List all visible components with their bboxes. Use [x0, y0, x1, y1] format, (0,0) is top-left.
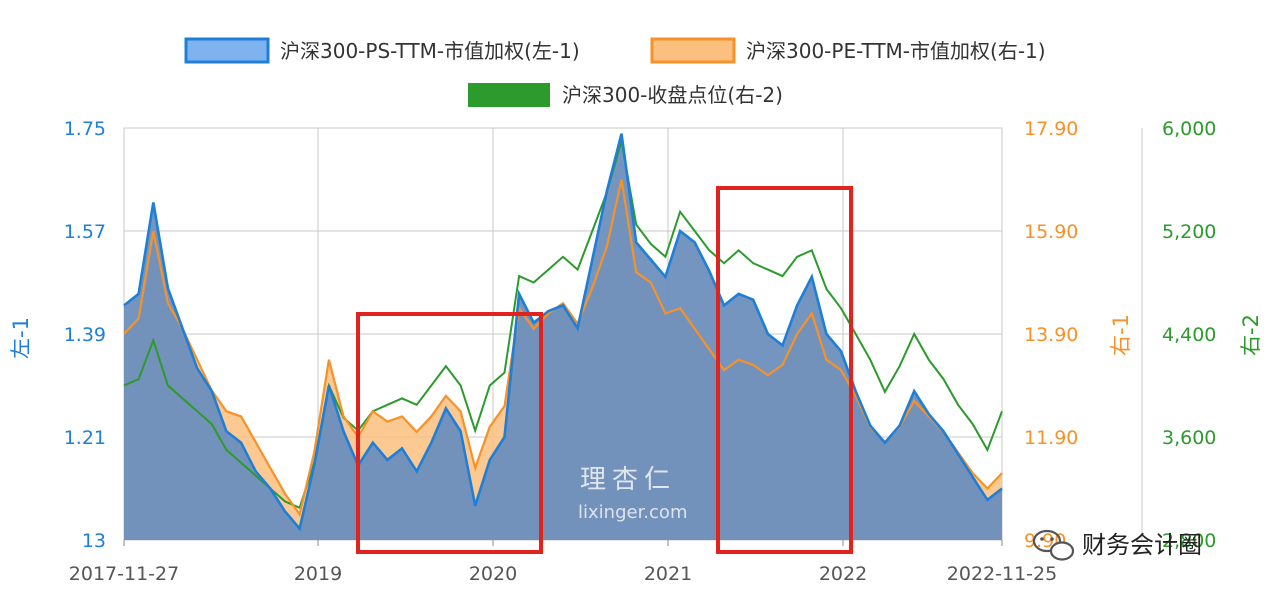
- ps-area: [124, 133, 1002, 540]
- tick-label: 17.90: [1024, 118, 1078, 140]
- left-axis: 1.75 1.57 1.39 1.21 13: [64, 118, 106, 552]
- tick-label: 1.21: [64, 427, 106, 449]
- legend-swatch-index[interactable]: [468, 83, 550, 107]
- tick-label: 13: [82, 530, 106, 552]
- legend-label-ps[interactable]: 沪深300-PS-TTM-市值加权(左-1): [280, 39, 580, 63]
- watermark-cn: 理杏仁: [580, 465, 676, 495]
- highlight-box-2019-2020: [356, 312, 543, 554]
- wechat-icon: [1032, 529, 1075, 561]
- tick-label: 2,800: [1162, 530, 1216, 552]
- brand-badge: 财务会计圈: [1032, 529, 1202, 561]
- right2-axis-title: 右-2: [1239, 314, 1263, 356]
- x-axis: 2017-11-27 2019 2020 2021 2022 2022-11-25: [69, 540, 1057, 585]
- right2-axis: 6,000 5,200 4,400 3,600 2,800: [1141, 118, 1216, 552]
- x-tick-label: 2019: [294, 563, 342, 585]
- right1-axis-title: 右-1: [1109, 314, 1133, 356]
- legend[interactable]: 沪深300-PS-TTM-市值加权(左-1) 沪深300-PE-TTM-市值加权…: [184, 37, 1046, 107]
- tick-label: 5,200: [1162, 221, 1216, 243]
- legend-swatch-ps[interactable]: [184, 37, 270, 64]
- watermark-en: lixinger.com: [578, 502, 687, 523]
- tick-label: 15.90: [1024, 221, 1078, 243]
- tick-label: 11.90: [1024, 427, 1078, 449]
- legend-label-pe[interactable]: 沪深300-PE-TTM-市值加权(右-1): [746, 39, 1046, 63]
- legend-swatch-pe[interactable]: [650, 37, 736, 64]
- left-axis-title: 左-1: [9, 317, 33, 359]
- brand-name: 财务会计圈: [1082, 531, 1202, 559]
- x-tick-label: 2017-11-27: [69, 563, 179, 585]
- tick-label: 3,600: [1162, 427, 1216, 449]
- tick-label: 6,000: [1162, 118, 1216, 140]
- legend-label-index[interactable]: 沪深300-收盘点位(右-2): [562, 83, 783, 107]
- x-tick-label: 2021: [644, 563, 692, 585]
- tick-label: 1.39: [64, 324, 106, 346]
- x-tick-label: 2022-11-25: [947, 563, 1057, 585]
- x-tick-label: 2020: [469, 563, 517, 585]
- tick-label: 1.57: [64, 221, 106, 243]
- series-layer: [123, 133, 1003, 540]
- tick-label: 1.75: [64, 118, 106, 140]
- ps-line: [123, 133, 1003, 532]
- highlight-box-2021-2022: [716, 186, 853, 554]
- pe-line: [123, 179, 1003, 517]
- x-tick-label: 2022: [819, 563, 867, 585]
- tick-label: 4,400: [1162, 324, 1216, 346]
- tick-label: 13.90: [1024, 324, 1078, 346]
- watermark: 理杏仁 lixinger.com: [578, 465, 687, 523]
